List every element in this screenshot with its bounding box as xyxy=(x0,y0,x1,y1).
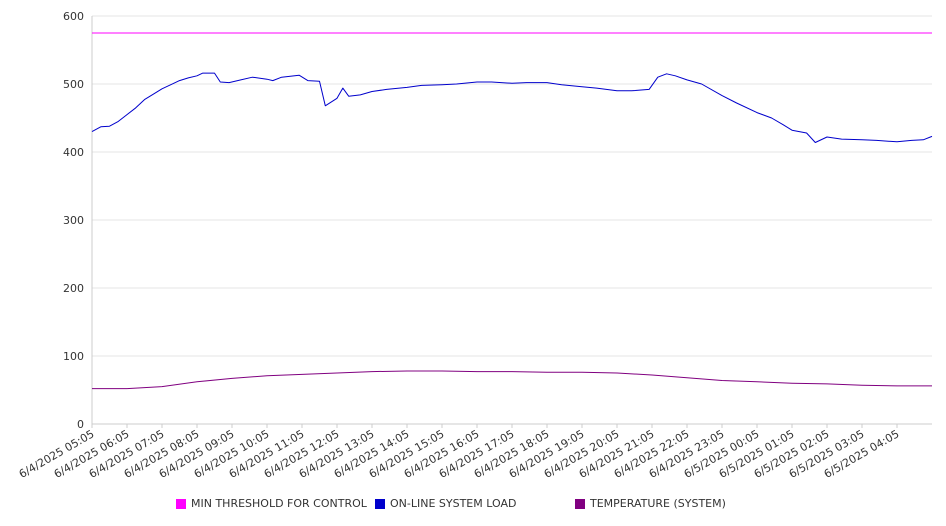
y-tick-label: 600 xyxy=(63,10,84,23)
legend-label-temperature: TEMPERATURE (SYSTEM) xyxy=(590,497,726,510)
series-lines xyxy=(91,32,933,390)
x-tick-labels: 6/4/2025 05:056/4/2025 06:056/4/2025 07:… xyxy=(17,427,902,481)
y-tick-label: 200 xyxy=(63,282,84,295)
y-tick-labels: 0 100 200 300 400 500 600 xyxy=(63,10,84,431)
axes xyxy=(91,16,932,428)
y-tick-label: 300 xyxy=(63,214,84,227)
legend: MIN THRESHOLD FOR CONTROL ON-LINE SYSTEM… xyxy=(0,497,946,515)
legend-label-min-threshold: MIN THRESHOLD FOR CONTROL xyxy=(191,497,367,510)
legend-label-system-load: ON-LINE SYSTEM LOAD xyxy=(390,497,517,510)
y-tick-label: 400 xyxy=(63,146,84,159)
y-tick-label: 100 xyxy=(63,350,84,363)
legend-item-system-load[interactable]: ON-LINE SYSTEM LOAD xyxy=(375,497,516,510)
legend-swatch-system-load xyxy=(375,498,385,509)
legend-swatch-temperature xyxy=(575,498,585,509)
series-line-temperature xyxy=(92,370,932,390)
gridlines xyxy=(92,15,932,357)
legend-item-temperature[interactable]: TEMPERATURE (SYSTEM) xyxy=(575,497,726,510)
y-tick-label: 0 xyxy=(77,418,84,431)
series-line-system-load xyxy=(91,72,933,143)
legend-swatch-min-threshold xyxy=(176,498,186,509)
legend-item-min-threshold[interactable]: MIN THRESHOLD FOR CONTROL xyxy=(176,497,367,510)
y-tick-label: 500 xyxy=(63,78,84,91)
